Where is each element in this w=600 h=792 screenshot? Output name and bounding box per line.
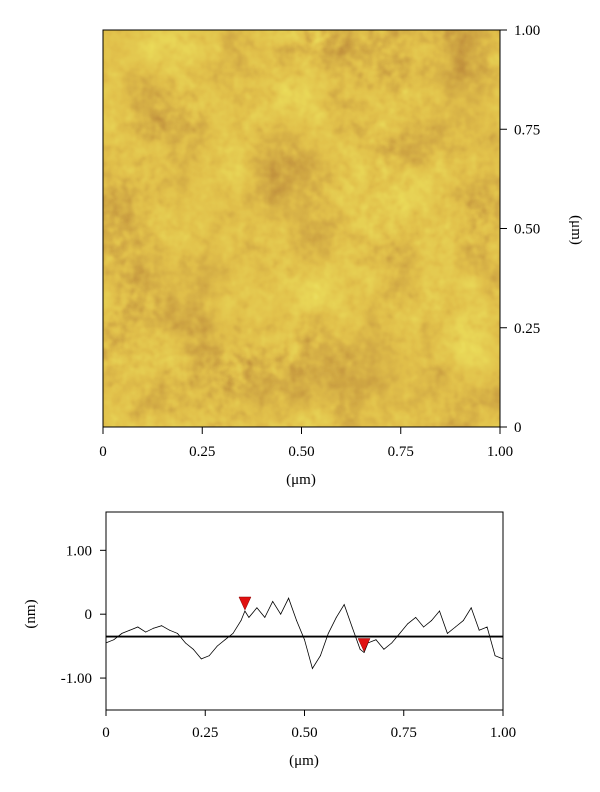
afm-topography-image — [103, 30, 500, 427]
afm-y-axis: 0 0.25 0.50 0.75 1.00 — [500, 23, 540, 436]
profile-x-axis: 0 0.25 0.50 0.75 1.00 — [102, 710, 516, 741]
profile-data-point — [161, 625, 163, 627]
profile-data-point — [391, 642, 393, 644]
profile-x-tick-label: 0.50 — [291, 725, 317, 741]
profile-data-point — [335, 617, 337, 618]
cursor-marker — [238, 596, 252, 611]
profile-data-point — [462, 620, 464, 621]
profile-data-point — [363, 652, 365, 653]
profile-data-point — [169, 629, 170, 631]
profile-data-point — [502, 658, 504, 660]
profile-y-tick-label: -1.00 — [61, 671, 92, 687]
profile-data-point — [296, 620, 297, 621]
profile-y-tick-label: 0 — [85, 607, 93, 623]
profile-data-point — [447, 633, 448, 634]
afm-y-tick-label: 0.25 — [514, 321, 540, 337]
afm-y-axis-label: (μm) — [568, 215, 584, 245]
profile-data-point — [256, 607, 258, 609]
afm-x-tick-label: 0.75 — [388, 444, 414, 460]
profile-x-tick-label: 0 — [102, 725, 110, 741]
profile-data-point — [304, 639, 305, 641]
profile-y-axis-label: (nm) — [23, 599, 39, 628]
profile-data-point — [153, 627, 155, 629]
afm-x-tick-label: 1.00 — [487, 444, 513, 460]
afm-y-tick-label: 0 — [514, 420, 522, 436]
profile-data-point — [248, 617, 250, 618]
profile-data-point — [121, 633, 123, 634]
profile-data-point — [320, 655, 321, 657]
profile-series-line — [105, 597, 504, 670]
profile-data-point — [177, 633, 178, 634]
profile-data-point — [423, 626, 424, 628]
profile-y-axis: 1.00 0 -1.00 — [61, 543, 106, 687]
profile-data-point — [431, 620, 432, 621]
profile-data-point — [129, 629, 131, 631]
afm-x-tick-label: 0 — [99, 444, 107, 460]
profile-x-axis-label: (μm) — [289, 753, 319, 769]
profile-y-tick-label: 1.00 — [66, 543, 92, 559]
profile-data-point — [327, 633, 329, 634]
profile-data-point — [240, 620, 242, 621]
profile-data-point — [415, 617, 417, 618]
profile-data-point — [200, 658, 202, 660]
profile-data-point — [232, 633, 234, 634]
profile-data-point — [375, 639, 377, 641]
afm-y-tick-label: 1.00 — [514, 23, 540, 39]
afm-image-panel: 0 0.25 0.50 0.75 1.00 0 0.25 0.50 0.75 1.00 (μm)… — [99, 23, 584, 488]
cursor-marker — [357, 638, 371, 653]
afm-x-axis: 0 0.25 0.50 0.75 1.00 — [99, 427, 513, 460]
profile-x-tick-label: 0.75 — [391, 725, 417, 741]
afm-x-axis-label: (μm) — [286, 472, 316, 488]
profile-data-point — [208, 655, 210, 657]
profile-data-point — [192, 648, 194, 650]
afm-y-tick-label: 0.75 — [514, 122, 540, 138]
profile-data-point — [470, 607, 472, 609]
profile-data-point — [264, 617, 266, 618]
profile-data-point — [280, 613, 282, 615]
afm-y-tick-label: 0.50 — [514, 222, 540, 238]
profile-data-point — [494, 655, 496, 657]
profile-data-point — [224, 639, 226, 641]
profile-data-point — [113, 639, 115, 641]
profile-plot-frame — [105, 511, 504, 711]
profile-data-point — [343, 604, 345, 605]
profile-markers — [238, 596, 371, 653]
afm-x-tick-label: 0.25 — [189, 444, 215, 460]
profile-x-tick-label: 0.25 — [192, 725, 218, 741]
profile-data-point — [455, 626, 456, 628]
profile-data-point — [383, 648, 385, 650]
profile-data-point — [486, 626, 488, 628]
profile-data-point — [359, 648, 361, 650]
profile-data-point — [312, 668, 313, 669]
profile-data-point — [185, 642, 186, 644]
afm-x-tick-label: 0.50 — [288, 444, 314, 460]
profile-data-point — [244, 610, 246, 612]
profile-data-point — [439, 610, 440, 612]
profile-data-point — [272, 601, 274, 602]
profile-data-point — [216, 645, 218, 647]
profile-data-point — [407, 623, 409, 625]
profile-data-point — [478, 629, 480, 631]
profile-data-point — [351, 626, 353, 628]
profile-data-point — [137, 626, 139, 628]
profile-data-point — [105, 642, 107, 644]
profile-series — [105, 597, 504, 670]
profile-data-point — [288, 597, 289, 599]
profile-panel: 0 0.25 0.50 0.75 1.00 1.00 0 -1.00 (μm) (nm) — [23, 511, 516, 769]
profile-data-point — [399, 633, 401, 634]
profile-x-tick-label: 1.00 — [490, 725, 516, 741]
profile-data-point — [145, 631, 147, 633]
